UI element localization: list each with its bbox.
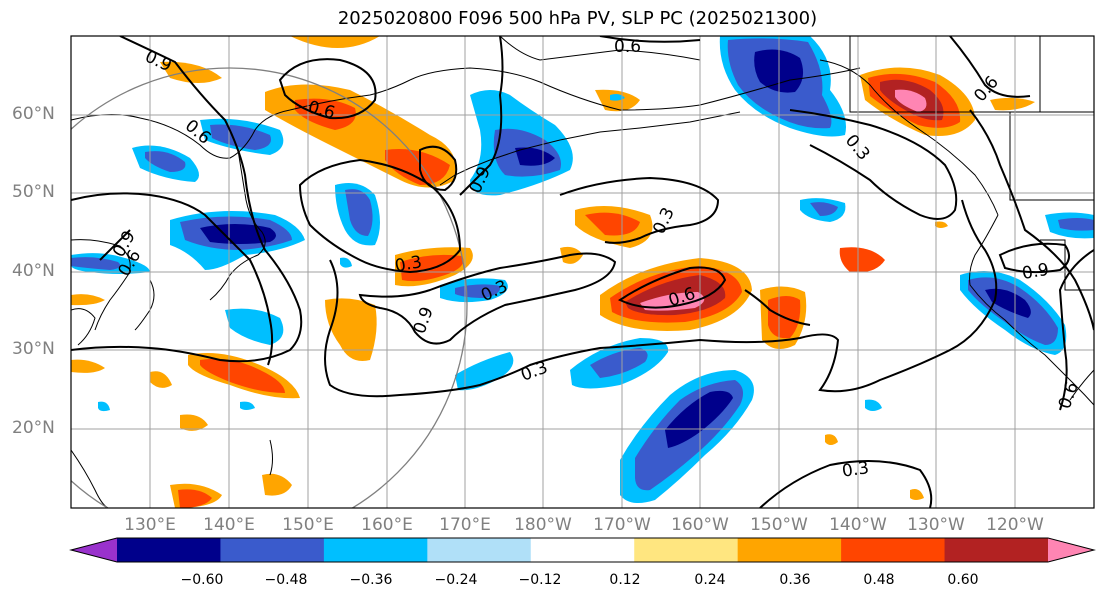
colorbar-tick-label: 0.36 bbox=[779, 572, 811, 588]
lat-label: 30°N bbox=[12, 339, 55, 359]
lon-label: 170°W bbox=[593, 515, 651, 535]
slp-contours bbox=[71, 36, 1094, 508]
lon-label: 160°W bbox=[671, 515, 729, 535]
colorbar-segment bbox=[323, 538, 428, 562]
lat-label: 40°N bbox=[12, 261, 55, 281]
colorbar-segment bbox=[944, 538, 1049, 562]
lat-label: 60°N bbox=[12, 104, 55, 124]
colorbar-extend-high bbox=[1048, 538, 1094, 562]
colorbar-segment bbox=[737, 538, 842, 562]
lat-label: 20°N bbox=[12, 418, 55, 438]
colorbar bbox=[69, 537, 1096, 563]
colorbar-tick-label: −0.12 bbox=[518, 572, 562, 588]
positive-anomaly-shading bbox=[71, 36, 1035, 508]
colorbar-tick-label: 0.12 bbox=[609, 572, 641, 588]
colorbar-segment bbox=[841, 538, 946, 562]
lon-label: 170°E bbox=[439, 515, 491, 535]
colorbar-segment bbox=[117, 538, 221, 562]
colorbar-segment bbox=[634, 538, 739, 562]
contour-label: 0.9 bbox=[1020, 260, 1050, 284]
lon-label: 130°E bbox=[124, 515, 176, 535]
colorbar-segment bbox=[530, 538, 635, 562]
contour-label: 0.6 bbox=[614, 37, 641, 57]
lon-label: 150°E bbox=[282, 515, 334, 535]
coastlines bbox=[71, 36, 1094, 508]
negative-anomaly-shading bbox=[71, 36, 1094, 504]
lon-label: 140°W bbox=[829, 515, 887, 535]
colorbar-outline bbox=[69, 537, 1096, 563]
colorbar-tick-label: 0.48 bbox=[863, 572, 895, 588]
colorbar-segment bbox=[427, 538, 532, 562]
contour-label: 0.3 bbox=[393, 252, 423, 276]
lon-label: 140°E bbox=[203, 515, 255, 535]
colorbar-tick-label: −0.36 bbox=[349, 572, 393, 588]
map-frame bbox=[70, 35, 1095, 509]
colorbar-tick-label: −0.48 bbox=[264, 572, 308, 588]
lon-label: 120°W bbox=[986, 515, 1044, 535]
map-title: 2025020800 F096 500 hPa PV, SLP PC (2025… bbox=[337, 8, 818, 29]
lon-label: 130°W bbox=[907, 515, 965, 535]
colorbar-extend-low bbox=[71, 538, 117, 562]
contour-label: 0.3 bbox=[841, 458, 871, 482]
colorbar-segment bbox=[220, 538, 325, 562]
lon-label: 160°E bbox=[361, 515, 413, 535]
range-circle bbox=[71, 67, 468, 508]
lon-label: 150°W bbox=[750, 515, 808, 535]
colorbar-tick-label: −0.24 bbox=[434, 572, 478, 588]
graticule bbox=[71, 36, 1094, 508]
colorbar-tick-label: 0.24 bbox=[694, 572, 726, 588]
colorbar-tick-label: −0.60 bbox=[180, 572, 224, 588]
lat-label: 50°N bbox=[12, 182, 55, 202]
lon-label: 180°W bbox=[514, 515, 572, 535]
colorbar-tick-label: 0.60 bbox=[947, 572, 979, 588]
